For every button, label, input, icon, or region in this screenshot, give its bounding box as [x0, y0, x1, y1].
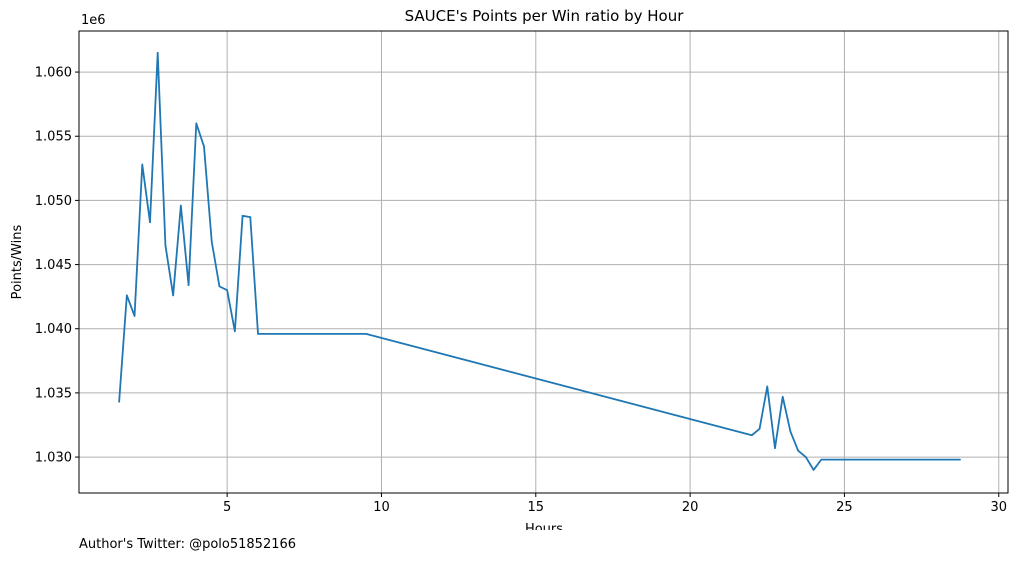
- data-point: [781, 395, 784, 398]
- x-tick-label: 15: [528, 500, 545, 515]
- axis-ticks: 5 10 15 20 25 30 1.030 1.035 1.040 1.045 1.050 1.05…: [35, 66, 1007, 515]
- data-point: [789, 430, 792, 433]
- data-point: [118, 401, 120, 403]
- data-point: [156, 52, 159, 54]
- data-point: [126, 294, 128, 297]
- data-point: [187, 284, 190, 286]
- author-footer: Author's Twitter: @polo51852166: [79, 537, 297, 552]
- data-point: [210, 240, 213, 243]
- x-tick-label: 30: [990, 500, 1007, 515]
- data-point: [249, 216, 252, 218]
- data-point: [812, 469, 815, 471]
- data-point: [241, 215, 244, 217]
- data-point: [141, 163, 144, 166]
- data-point: [774, 447, 776, 449]
- data-point: [234, 330, 236, 333]
- x-tick-label: 20: [682, 500, 699, 515]
- y-tick-label: 1.055: [35, 130, 72, 145]
- series-line-layer: [118, 51, 961, 471]
- y-axis-offset-label: 1e6: [81, 13, 106, 28]
- data-point: [365, 333, 367, 335]
- y-tick-label: 1.045: [35, 258, 72, 273]
- data-point: [820, 458, 823, 461]
- y-tick-label: 1.060: [35, 66, 72, 81]
- y-tick-label: 1.040: [35, 322, 72, 337]
- data-point: [180, 204, 182, 207]
- data-point: [959, 458, 961, 461]
- data-point: [133, 315, 136, 317]
- plot-frame: [78, 30, 1009, 494]
- x-axis-title: Hours: [525, 522, 563, 530]
- series-line: [118, 51, 961, 471]
- data-point: [195, 122, 198, 125]
- x-tick-label: 10: [373, 500, 390, 515]
- data-point: [203, 145, 205, 148]
- data-point: [797, 449, 799, 452]
- data-point: [218, 285, 221, 288]
- y-axis-title: Points/Wins: [10, 224, 25, 299]
- data-point: [226, 289, 228, 292]
- data-point: [805, 456, 807, 458]
- data-point: [758, 428, 761, 430]
- data-point: [172, 294, 174, 297]
- chart-title: SAUCE's Points per Win ratio by Hour: [405, 7, 685, 25]
- grid-lines: [79, 31, 1008, 493]
- data-point: [257, 333, 259, 335]
- line-chart: 5 10 15 20 25 30 1.030 1.035 1.040 1.045 1.050 1.05…: [10, 7, 1009, 530]
- x-tick-label: 5: [223, 500, 231, 515]
- data-point: [766, 385, 769, 388]
- data-point: [751, 434, 753, 437]
- x-tick-label: 25: [836, 500, 853, 515]
- y-tick-label: 1.030: [35, 451, 72, 466]
- data-point: [164, 244, 167, 247]
- y-tick-label: 1.050: [35, 194, 72, 209]
- data-point: [149, 221, 151, 224]
- y-tick-label: 1.035: [35, 386, 72, 401]
